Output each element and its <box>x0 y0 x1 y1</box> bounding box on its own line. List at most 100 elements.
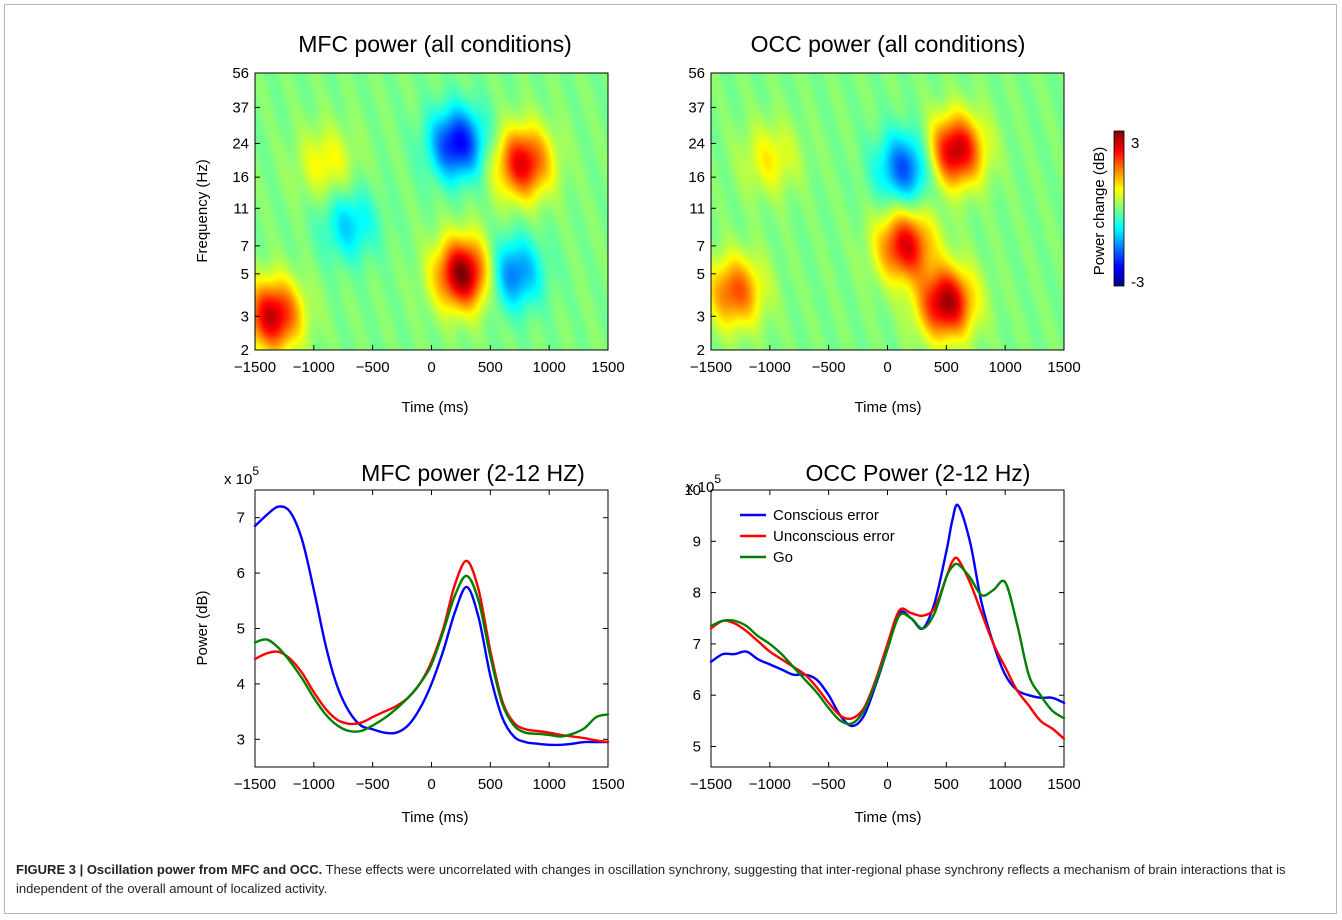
figure-frame <box>4 4 1337 914</box>
y-tick-label: 6 <box>693 687 701 704</box>
y-tick-label: 3 <box>241 308 249 325</box>
x-tick-label: −1500 <box>234 359 276 376</box>
occ-heatmap-image <box>711 73 1064 350</box>
occ-line-panel: OCC Power (2-12 Hz) x 105 −1500 −1000 −500… <box>684 460 1080 826</box>
colorbar <box>1113 130 1125 287</box>
legend-label-conscious: Conscious error <box>773 507 879 524</box>
y-tick-label: 4 <box>237 676 245 693</box>
colorbar-tick-max: 3 <box>1131 135 1139 152</box>
y-tick-label: 24 <box>232 135 249 152</box>
x-tick-label: −500 <box>356 776 390 793</box>
x-tick-label: 1000 <box>988 776 1021 793</box>
x-tick-label: 1500 <box>1047 359 1080 376</box>
x-tick-label: 0 <box>883 776 891 793</box>
mfc-heatmap-title: MFC power (all conditions) <box>298 31 572 57</box>
y-tick-label: 11 <box>689 200 705 217</box>
series-conscious-error-line <box>253 505 610 747</box>
x-tick-label: −1500 <box>690 359 732 376</box>
x-tick-label: 500 <box>478 776 503 793</box>
x-tick-label: −500 <box>356 359 390 376</box>
occ-line-series-group <box>709 503 1066 740</box>
occ-line-title: OCC Power (2-12 Hz) <box>806 460 1031 486</box>
x-tick-label: 500 <box>934 776 959 793</box>
x-tick-label: 0 <box>883 359 891 376</box>
mfc-line-xlabel: Time (ms) <box>402 809 469 826</box>
y-tick-label: 9 <box>693 533 701 550</box>
legend-label-go: Go <box>773 549 793 566</box>
y-tick-label: 6 <box>237 565 245 582</box>
x-tick-label: 500 <box>478 359 503 376</box>
x-tick-label: −1500 <box>690 776 732 793</box>
mfc-line-series-group <box>253 505 610 747</box>
occ-heatmap-title: OCC power (all conditions) <box>751 31 1026 57</box>
y-tick-label: 5 <box>697 266 705 283</box>
y-tick-label: 3 <box>237 731 245 748</box>
mfc-line-axes: −1500 −1000 −500 0 500 1000 1500 3 4 5 6 7 <box>234 490 625 793</box>
occ-heatmap-panel: OCC power (all conditions) −1500 −1000 −50… <box>688 31 1144 416</box>
x-tick-label: −1000 <box>293 359 335 376</box>
mfc-heatmap-panel: MFC power (all conditions) −1500 −1000 −50… <box>194 31 625 416</box>
y-tick-label: 5 <box>237 621 245 638</box>
y-tick-label: 7 <box>693 636 701 653</box>
x-tick-label: 1000 <box>532 776 565 793</box>
y-tick-label: 7 <box>697 238 705 255</box>
y-tick-label: 56 <box>232 65 249 82</box>
x-tick-label: 1500 <box>591 776 624 793</box>
x-tick-label: 500 <box>934 359 959 376</box>
y-tick-label: 37 <box>232 99 249 116</box>
y-tick-label: 24 <box>688 135 705 152</box>
legend-label-unconscious: Unconscious error <box>773 528 895 545</box>
occ-line-multiplier: x 105 <box>686 472 721 496</box>
x-tick-label: −500 <box>812 776 846 793</box>
x-tick-label: −500 <box>812 359 846 376</box>
x-tick-label: 0 <box>427 359 435 376</box>
y-tick-label: 2 <box>697 342 705 359</box>
series-go-line <box>253 574 610 738</box>
x-tick-label: −1500 <box>234 776 276 793</box>
caption-text: These effects were uncorrelated with cha… <box>16 862 1286 896</box>
x-tick-label: 1500 <box>1047 776 1080 793</box>
y-tick-label: 10 <box>684 482 701 499</box>
mfc-heatmap-axes: −1500 −1000 −500 0 500 1000 1500 2 3 5 7 11 16 24 37 56 <box>232 65 624 376</box>
mfc-heatmap-xlabel: Time (ms) <box>402 399 469 416</box>
x-tick-label: 0 <box>427 776 435 793</box>
x-tick-label: −1000 <box>749 776 791 793</box>
y-tick-label: 16 <box>688 169 705 186</box>
mfc-line-frame <box>254 489 609 768</box>
series-go-line <box>709 562 1066 726</box>
x-tick-label: 1000 <box>988 359 1021 376</box>
mfc-line-panel: MFC power (2-12 HZ) x 105 −1500 −1000 −500… <box>194 460 625 826</box>
colorbar-label: Power change (dB) <box>1091 147 1108 275</box>
y-tick-label: 5 <box>241 266 249 283</box>
x-tick-label: 1500 <box>591 359 624 376</box>
colorbar-tick-min: -3 <box>1131 274 1144 291</box>
y-tick-label: 16 <box>232 169 249 186</box>
y-tick-label: 11 <box>233 200 249 217</box>
y-tick-label: 37 <box>688 99 705 116</box>
occ-heatmap-axes: −1500 −1000 −500 0 500 1000 1500 2 3 5 7 11 16 24 37 56 <box>688 65 1080 376</box>
legend: Conscious error Unconscious error Go <box>740 507 895 566</box>
y-tick-label: 2 <box>241 342 249 359</box>
y-tick-label: 7 <box>241 238 249 255</box>
x-tick-label: −1000 <box>749 359 791 376</box>
occ-line-xlabel: Time (ms) <box>855 809 922 826</box>
y-tick-label: 3 <box>697 308 705 325</box>
occ-line-axes: −1500 −1000 −500 0 500 1000 1500 5 6 7 8 9 10 <box>684 482 1080 793</box>
x-tick-label: 1000 <box>532 359 565 376</box>
y-tick-label: 5 <box>693 738 701 755</box>
figure-caption: FIGURE 3 | Oscillation power from MFC an… <box>16 860 1321 898</box>
series-unconscious-error-line <box>709 556 1066 740</box>
y-tick-label: 8 <box>693 585 701 602</box>
caption-label: FIGURE 3 | Oscillation power from MFC an… <box>16 862 323 877</box>
x-tick-label: −1000 <box>293 776 335 793</box>
mfc-heatmap-ylabel: Frequency (Hz) <box>194 159 211 262</box>
y-tick-label: 7 <box>237 510 245 527</box>
mfc-line-ylabel: Power (dB) <box>194 590 211 665</box>
mfc-line-multiplier: x 105 <box>224 464 259 488</box>
mfc-line-title: MFC power (2-12 HZ) <box>361 460 585 486</box>
series-unconscious-error-line <box>253 559 610 744</box>
y-tick-label: 56 <box>688 65 705 82</box>
mfc-heatmap-image <box>255 73 608 350</box>
occ-heatmap-xlabel: Time (ms) <box>855 399 922 416</box>
